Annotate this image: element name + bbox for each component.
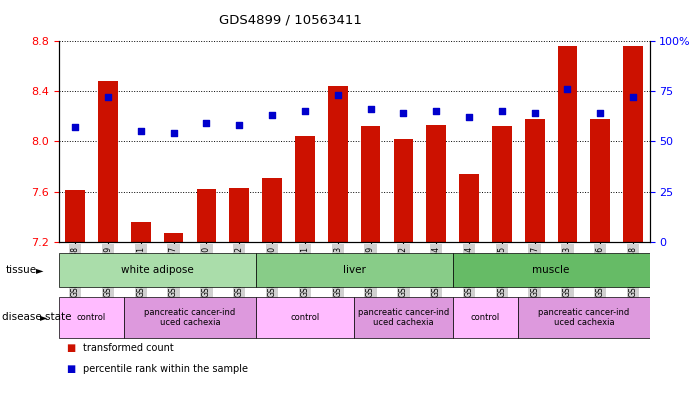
Text: pancreatic cancer-ind
uced cachexia: pancreatic cancer-ind uced cachexia [538,308,630,327]
Bar [393,139,413,242]
Bar [524,119,545,242]
Point [267,112,278,119]
Point [595,110,606,117]
Bar [59,297,124,338]
Text: ■: ■ [66,343,75,353]
Text: disease state: disease state [2,312,72,322]
Point [70,124,81,130]
Point [234,122,245,129]
Bar [295,136,314,242]
Bar [59,253,256,287]
Bar [426,125,446,242]
Bar [492,127,511,242]
Point [299,108,310,114]
Point [168,130,179,137]
Point [627,94,638,101]
Bar [459,174,479,242]
Bar [518,297,650,338]
Point [135,128,146,134]
Bar [328,86,348,242]
Point [398,110,409,117]
Text: ►: ► [36,265,44,275]
Text: pancreatic cancer-ind
uced cachexia: pancreatic cancer-ind uced cachexia [144,308,236,327]
Bar [256,297,354,338]
Bar [558,46,577,242]
Bar [590,119,610,242]
Bar [65,190,85,242]
Bar [131,222,151,242]
Bar [354,297,453,338]
Text: tissue: tissue [6,265,37,275]
Bar [98,81,117,242]
Bar [262,178,282,242]
Bar [453,253,650,287]
Text: control: control [77,313,106,322]
Text: ►: ► [40,312,48,322]
Text: percentile rank within the sample: percentile rank within the sample [83,364,248,375]
Text: ■: ■ [66,364,75,375]
Bar [623,46,643,242]
Point [529,110,540,117]
Text: control: control [290,313,319,322]
Point [102,94,113,101]
Text: transformed count: transformed count [83,343,173,353]
Bar [256,253,453,287]
Point [464,114,475,121]
Point [332,92,343,99]
Point [201,120,212,127]
Text: pancreatic cancer-ind
uced cachexia: pancreatic cancer-ind uced cachexia [358,308,449,327]
Point [430,108,442,114]
Text: GDS4899 / 10563411: GDS4899 / 10563411 [219,14,361,27]
Point [365,106,376,112]
Text: muscle: muscle [532,265,570,275]
Text: white adipose: white adipose [121,265,193,275]
Bar [361,127,380,242]
Bar [453,297,518,338]
Bar [196,189,216,242]
Text: control: control [471,313,500,322]
Point [562,86,573,92]
Bar [229,188,249,242]
Bar [164,233,183,242]
Point [496,108,507,114]
Text: liver: liver [343,265,366,275]
Bar [124,297,256,338]
